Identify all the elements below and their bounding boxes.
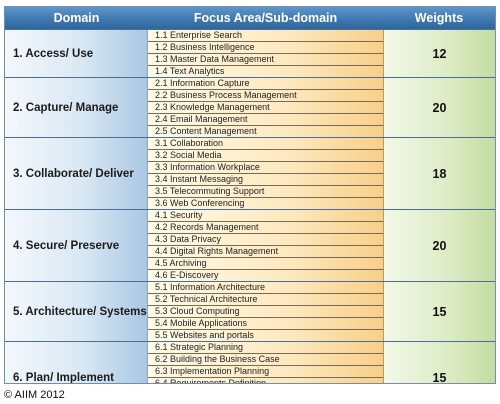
focus-area-list: 4.1 Security 4.2 Records Management 4.3 Da…: [148, 210, 384, 281]
domain-label: 4. Secure/ Preserve: [5, 210, 148, 281]
sub-domain-item: 2.3 Knowledge Management: [148, 102, 383, 114]
sub-domain-item: 3.4 Instant Messaging: [148, 174, 383, 186]
header-focus-area: Focus Area/Sub-domain: [193, 11, 338, 25]
sub-domain-item: 5.5 Websites and portals: [155, 330, 254, 340]
weight-value: 15: [384, 282, 495, 341]
domain-label: 3. Collaborate/ Deliver: [5, 138, 148, 209]
domain-label: 6. Plan/ Implement: [5, 342, 148, 383]
weight-value: 20: [384, 210, 495, 281]
focus-area-list: 2.1 Information Capture 2.2 Business Proc…: [148, 78, 384, 137]
sub-domain-item: 2.2 Business Process Management: [148, 90, 383, 102]
weight-value: 20: [384, 78, 495, 137]
sub-domain-item: 2.5 Content Management: [155, 126, 257, 136]
header-weights: Weights: [414, 11, 464, 25]
table-header: Domain Focus Area/Sub-domain Weights: [5, 7, 495, 29]
sub-domain-item: 1.4 Text Analytics: [155, 66, 225, 76]
weight-value: 18: [384, 138, 495, 209]
framework-table: Domain Focus Area/Sub-domain Weights 1. …: [4, 6, 496, 384]
sub-domain-item: 5.2 Technical Architecture: [148, 294, 383, 306]
domain-group: 2. Capture/ Manage 2.1 Information Captur…: [5, 77, 495, 137]
focus-area-list: 3.1 Collaboration 3.2 Social Media 3.3 Inf…: [148, 138, 384, 209]
table-body: 1. Access/ Use 1.1 Enterprise Search 1.2 B…: [5, 29, 495, 383]
sub-domain-item: 3.5 Telecommuting Support: [148, 186, 383, 198]
domain-label: 1. Access/ Use: [5, 30, 148, 77]
sub-domain-item: 6.2 Building the Business Case: [148, 354, 383, 366]
domain-group: 1. Access/ Use 1.1 Enterprise Search 1.2 B…: [5, 29, 495, 77]
sub-domain-item: 6.4 Requirements Definition: [148, 378, 383, 383]
domain-group: 5. Architecture/ Systems 5.1 Information …: [5, 281, 495, 341]
focus-area-list: 5.1 Information Architecture 5.2 Technica…: [148, 282, 384, 341]
sub-domain-item: 3.1 Collaboration: [148, 138, 383, 150]
focus-area-list: 6.1 Strategic Planning 6.2 Building the B…: [148, 342, 384, 383]
sub-domain-item: 3.2 Social Media: [148, 150, 383, 162]
sub-domain-item: 5.3 Cloud Computing: [148, 306, 383, 318]
sub-domain-item: 3.3 Information Workplace: [148, 162, 383, 174]
domain-label: 2. Capture/ Manage: [5, 78, 148, 137]
weight-value: 15: [384, 342, 495, 383]
domain-label: 5. Architecture/ Systems: [5, 282, 148, 341]
sub-domain-item: 4.6 E-Discovery: [155, 270, 219, 280]
sub-domain-item: 4.4 Digital Rights Management: [148, 246, 383, 258]
sub-domain-item: 1.3 Master Data Management: [148, 54, 383, 66]
domain-group: 6. Plan/ Implement 6.1 Strategic Planning…: [5, 341, 495, 383]
copyright-notice: © AIIM 2012: [4, 389, 65, 401]
header-domain: Domain: [53, 11, 100, 25]
sub-domain-item: 3.6 Web Conferencing: [155, 198, 245, 208]
focus-area-list: 1.1 Enterprise Search 1.2 Business Intell…: [148, 30, 384, 77]
sub-domain-item: 4.3 Data Privacy: [148, 234, 383, 246]
weight-value: 12: [384, 30, 495, 77]
sub-domain-item: 4.5 Archiving: [148, 258, 383, 270]
sub-domain-item: 2.1 Information Capture: [148, 78, 383, 90]
sub-domain-item: 2.4 Email Management: [148, 114, 383, 126]
domain-group: 4. Secure/ Preserve 4.1 Security 4.2 Recor…: [5, 209, 495, 281]
sub-domain-item: 4.1 Security: [148, 210, 383, 222]
sub-domain-item: 1.1 Enterprise Search: [148, 30, 383, 42]
domain-group: 3. Collaborate/ Deliver 3.1 Collaboration…: [5, 137, 495, 209]
sub-domain-item: 5.4 Mobile Applications: [148, 318, 383, 330]
sub-domain-item: 6.1 Strategic Planning: [148, 342, 383, 354]
sub-domain-item: 4.2 Records Management: [148, 222, 383, 234]
sub-domain-item: 5.1 Information Architecture: [148, 282, 383, 294]
sub-domain-item: 1.2 Business Intelligence: [148, 42, 383, 54]
sub-domain-item: 6.3 Implementation Planning: [148, 366, 383, 378]
